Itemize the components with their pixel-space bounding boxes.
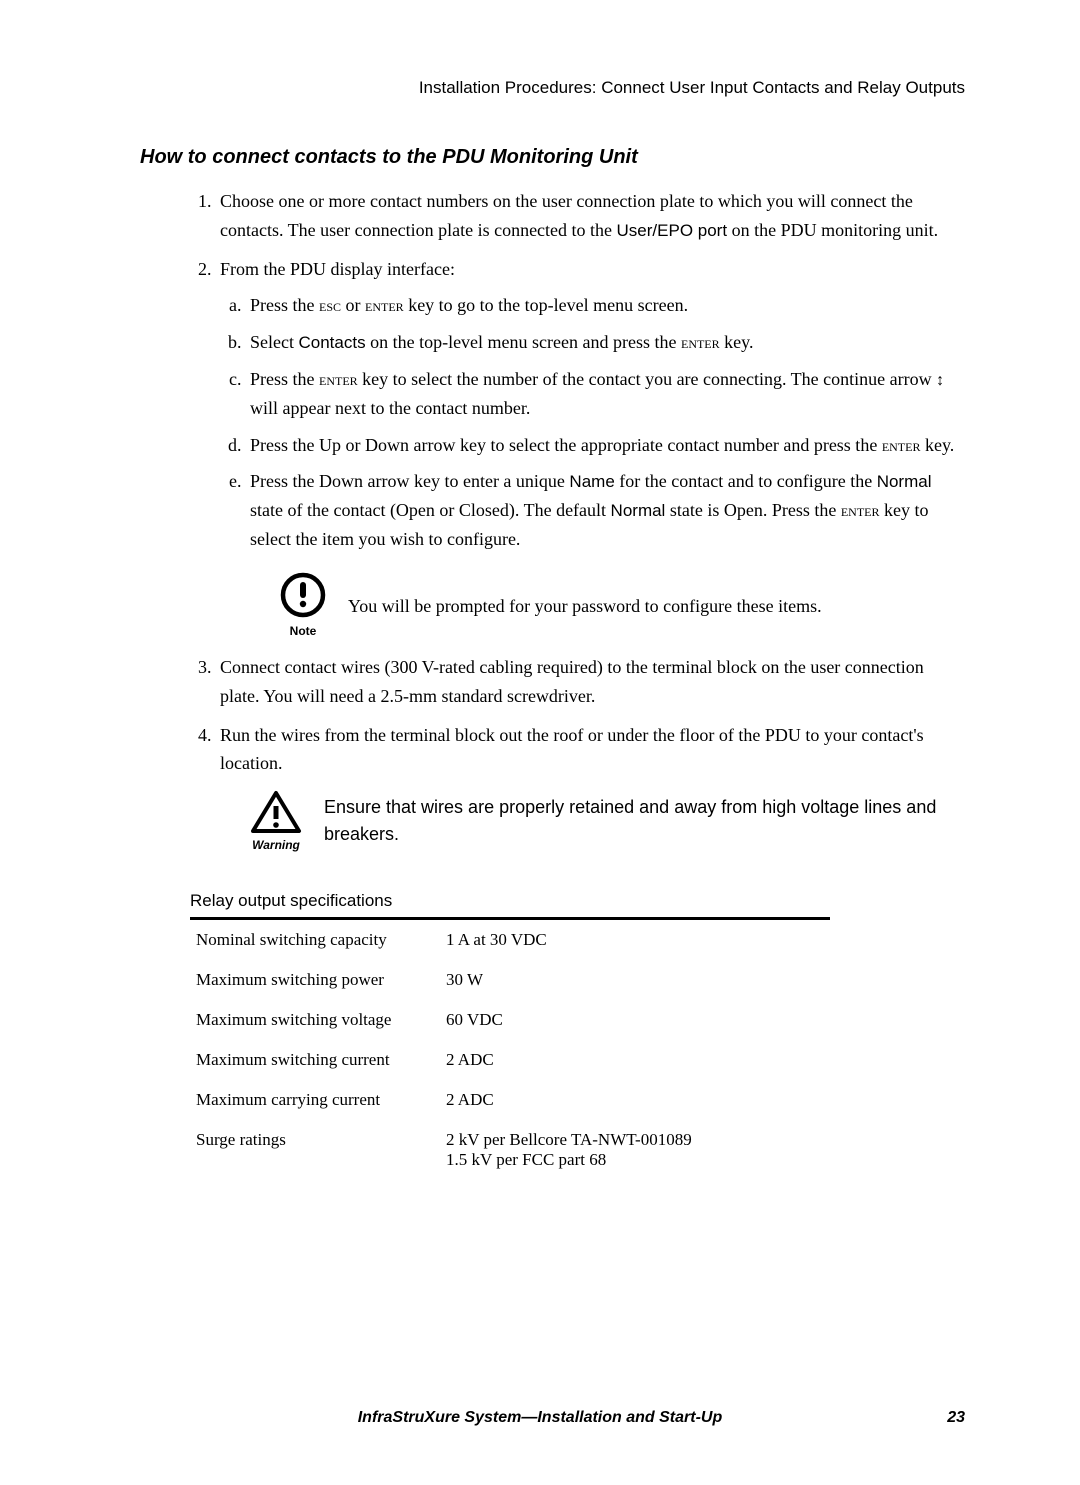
spec-row: Maximum carrying current 2 ADC bbox=[190, 1080, 830, 1120]
warning-block: Warning Ensure that wires are properly r… bbox=[250, 790, 965, 855]
warning-icon bbox=[250, 790, 302, 834]
continue-arrow-icon: ↕ bbox=[936, 373, 944, 389]
spec-row: Surge ratings 2 kV per Bellcore TA-NWT-0… bbox=[190, 1120, 830, 1180]
main-steps-list: Choose one or more contact numbers on th… bbox=[190, 187, 965, 855]
note-label: Note bbox=[290, 622, 317, 641]
s2b-a: Select bbox=[250, 332, 298, 352]
s2e-d: state is Open. Press the bbox=[665, 500, 840, 520]
page: Installation Procedures: Connect User In… bbox=[0, 0, 1080, 1485]
footer-text: InfraStruXure System—Installation and St… bbox=[0, 1409, 1080, 1427]
spec-table-title: Relay output specifications bbox=[190, 891, 965, 911]
step-2e: Press the Down arrow key to enter a uniq… bbox=[246, 467, 965, 641]
section-title: How to connect contacts to the PDU Monit… bbox=[140, 146, 965, 169]
step-4: Run the wires from the terminal block ou… bbox=[216, 721, 965, 856]
step-2-substeps: Press the esc or enter key to go to the … bbox=[220, 291, 965, 641]
s2c-c: will appear next to the contact number. bbox=[250, 398, 530, 418]
step-4-text: Run the wires from the terminal block ou… bbox=[220, 725, 924, 774]
spec-value: 60 VDC bbox=[446, 1010, 824, 1030]
spec-label: Maximum switching voltage bbox=[196, 1010, 446, 1030]
spec-value: 1 A at 30 VDC bbox=[446, 930, 824, 950]
page-number: 23 bbox=[947, 1409, 965, 1427]
step-1-text-c: on the PDU monitoring unit. bbox=[727, 220, 938, 240]
spec-value: 2 kV per Bellcore TA-NWT-001089 1.5 kV p… bbox=[446, 1130, 824, 1170]
s2a-b: or bbox=[341, 295, 365, 315]
spec-value: 2 ADC bbox=[446, 1050, 824, 1070]
note-icon bbox=[280, 572, 326, 618]
spec-label: Maximum switching power bbox=[196, 970, 446, 990]
warning-icon-wrap: Warning bbox=[250, 790, 302, 855]
s2b-b: on the top-level menu screen and press t… bbox=[366, 332, 681, 352]
s2e-c: state of the contact (Open or Closed). T… bbox=[250, 500, 611, 520]
s2b-enter: enter bbox=[681, 333, 720, 352]
s2a-a: Press the bbox=[250, 295, 319, 315]
s2c-a: Press the bbox=[250, 369, 319, 389]
s2d-enter: enter bbox=[882, 436, 921, 455]
s2b-sans: Contacts bbox=[298, 333, 365, 352]
spec-row: Nominal switching capacity 1 A at 30 VDC bbox=[190, 920, 830, 960]
content-body: Choose one or more contact numbers on th… bbox=[140, 187, 965, 855]
step-3-text: Connect contact wires (300 V-rated cabli… bbox=[220, 657, 924, 706]
s2c-b: key to select the number of the contact … bbox=[358, 369, 936, 389]
note-block: Note You will be prompted for your passw… bbox=[280, 572, 965, 641]
spec-table: Nominal switching capacity 1 A at 30 VDC… bbox=[190, 917, 830, 1180]
note-icon-wrap: Note bbox=[280, 572, 326, 641]
spec-value: 30 W bbox=[446, 970, 824, 990]
step-1-sans: User/EPO port bbox=[617, 221, 728, 240]
step-3: Connect contact wires (300 V-rated cabli… bbox=[216, 653, 965, 711]
s2c-enter: enter bbox=[319, 370, 358, 389]
step-2c: Press the enter key to select the number… bbox=[246, 365, 965, 423]
s2e-sans2: Normal bbox=[877, 472, 932, 491]
warning-text: Ensure that wires are properly retained … bbox=[324, 790, 965, 848]
step-2a: Press the esc or enter key to go to the … bbox=[246, 291, 965, 320]
spec-label: Surge ratings bbox=[196, 1130, 446, 1170]
spec-row: Maximum switching current 2 ADC bbox=[190, 1040, 830, 1080]
s2b-c: key. bbox=[720, 332, 754, 352]
step-2: From the PDU display interface: Press th… bbox=[216, 255, 965, 641]
step-1: Choose one or more contact numbers on th… bbox=[216, 187, 965, 245]
s2e-b: for the contact and to configure the bbox=[615, 471, 877, 491]
s2d-a: Press the Up or Down arrow key to select… bbox=[250, 435, 882, 455]
s2e-sans1: Name bbox=[569, 472, 614, 491]
step-2-text: From the PDU display interface: bbox=[220, 259, 455, 279]
s2e-enter: enter bbox=[841, 501, 880, 520]
spec-label: Maximum carrying current bbox=[196, 1090, 446, 1110]
spec-label: Maximum switching current bbox=[196, 1050, 446, 1070]
header-breadcrumb: Installation Procedures: Connect User In… bbox=[140, 78, 965, 98]
spec-value: 2 ADC bbox=[446, 1090, 824, 1110]
s2e-a: Press the Down arrow key to enter a uniq… bbox=[250, 471, 569, 491]
s2a-c: key to go to the top-level menu screen. bbox=[404, 295, 688, 315]
step-2d: Press the Up or Down arrow key to select… bbox=[246, 431, 965, 460]
warning-label: Warning bbox=[252, 836, 300, 855]
note-text: You will be prompted for your password t… bbox=[348, 592, 822, 621]
s2e-sans3: Normal bbox=[611, 501, 666, 520]
spec-row: Maximum switching voltage 60 VDC bbox=[190, 1000, 830, 1040]
spec-row: Maximum switching power 30 W bbox=[190, 960, 830, 1000]
s2d-b: key. bbox=[920, 435, 954, 455]
s2a-enter: enter bbox=[365, 296, 404, 315]
s2a-esc: esc bbox=[319, 296, 341, 315]
spec-label: Nominal switching capacity bbox=[196, 930, 446, 950]
step-2b: Select Contacts on the top-level menu sc… bbox=[246, 328, 965, 357]
